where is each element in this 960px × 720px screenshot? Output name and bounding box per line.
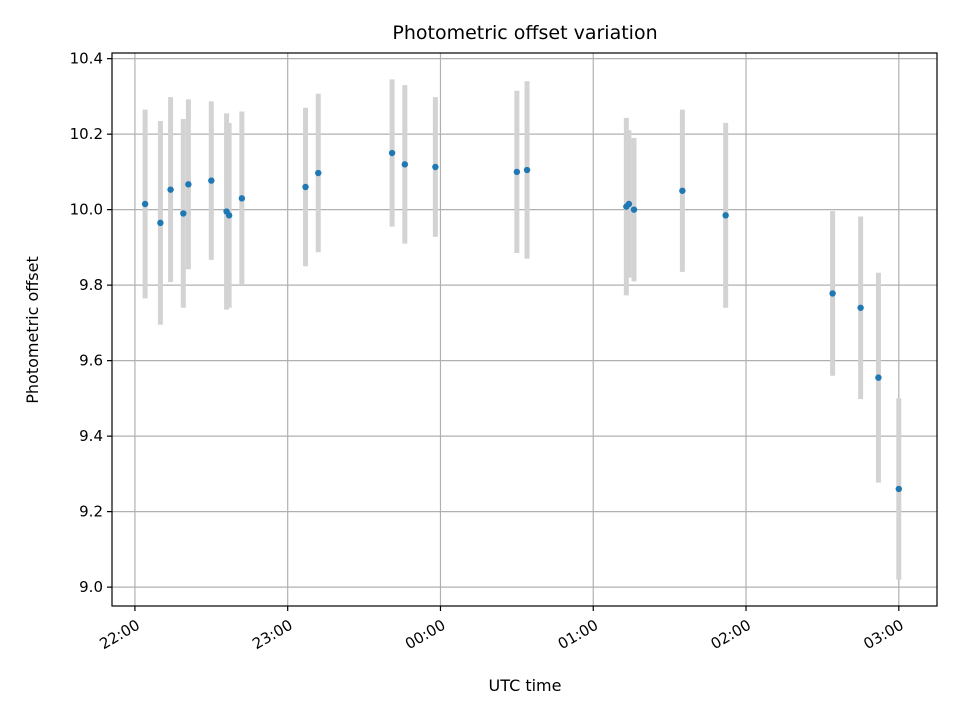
data-point <box>401 161 409 168</box>
data-point <box>180 210 187 217</box>
chart-title: Photometric offset variation <box>392 22 657 44</box>
data-point <box>185 181 192 188</box>
data-point <box>432 163 439 171</box>
y-tick-label: 9.8 <box>79 276 103 294</box>
grid <box>112 53 937 606</box>
data-point <box>857 304 864 311</box>
data-point <box>141 200 149 208</box>
y-tick-label: 9.2 <box>79 503 103 521</box>
data-point <box>679 187 686 194</box>
data-point <box>388 149 396 157</box>
y-tick-label: 10.0 <box>70 201 103 219</box>
y-axis-label: Photometric offset <box>23 256 42 404</box>
data-point <box>875 374 882 381</box>
y-tick-label: 10.2 <box>70 125 103 143</box>
data-points <box>141 149 903 493</box>
data-point <box>315 169 322 177</box>
data-point <box>829 290 836 297</box>
data-point <box>630 206 638 213</box>
y-tick-label: 9.0 <box>79 578 103 596</box>
y-tick-label: 9.6 <box>79 352 103 370</box>
data-point <box>625 200 633 208</box>
data-point <box>302 183 309 191</box>
plot-frame <box>111 52 938 607</box>
data-point <box>523 166 531 174</box>
data-point <box>895 485 903 493</box>
y-tick-label: 9.4 <box>79 427 103 445</box>
x-axis-label: UTC time <box>489 676 562 695</box>
y-tick-label: 10.4 <box>70 50 103 68</box>
data-point <box>167 186 174 193</box>
data-point <box>513 168 521 176</box>
data-point <box>722 212 729 219</box>
y-axis-ticks: 9.0 9.2 9.4 9.6 9.8 10.0 10.2 10.4 <box>70 50 112 596</box>
data-point <box>208 177 215 184</box>
data-point <box>157 219 164 227</box>
data-point <box>238 195 246 202</box>
data-point <box>225 212 233 219</box>
